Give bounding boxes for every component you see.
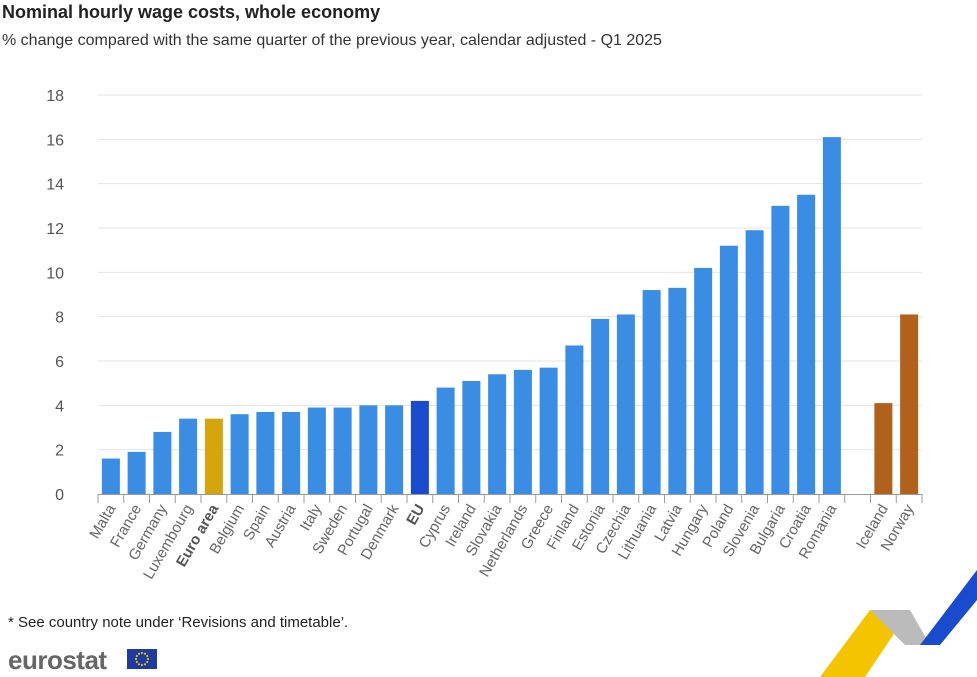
bar-lithuania: [642, 290, 661, 494]
bar-croatia: [797, 194, 816, 494]
bar-romania: [822, 137, 841, 494]
bar-norway: [900, 314, 919, 494]
y-tick-label: 14: [46, 177, 64, 194]
bar-portugal: [359, 405, 378, 494]
y-tick-label: 16: [46, 132, 64, 149]
bar-estonia: [591, 318, 610, 494]
y-tick-label: 12: [46, 221, 64, 238]
bar-luxembourg: [179, 418, 198, 494]
bar-france: [127, 451, 146, 494]
bar-latvia: [668, 287, 687, 494]
chart-subtitle: % change compared with the same quarter …: [2, 32, 662, 49]
eurostat-logo: eurostat: [8, 645, 107, 675]
bar-poland: [719, 245, 738, 494]
footnote: * See country note under ‘Revisions and …: [8, 614, 349, 631]
bar-slovenia: [745, 230, 764, 494]
y-tick-label: 8: [55, 310, 64, 327]
bar-eu: [410, 400, 429, 494]
bar-finland: [565, 345, 584, 494]
bar-iceland: [874, 403, 893, 494]
bar-sweden: [333, 407, 352, 494]
y-tick-label: 4: [55, 398, 64, 415]
bar-austria: [282, 411, 301, 494]
bar-hungary: [694, 267, 713, 494]
bar-malta: [101, 458, 120, 494]
y-tick-label: 6: [55, 354, 64, 371]
y-tick-label: 2: [55, 443, 64, 460]
bar-ireland: [462, 380, 481, 494]
bar-spain: [256, 411, 275, 494]
bar-euro-area: [204, 418, 223, 494]
y-tick-label: 0: [55, 487, 64, 504]
bar-czechia: [616, 314, 635, 494]
bar-belgium: [230, 414, 249, 494]
x-tick-label: EU: [403, 502, 428, 529]
bar-slovakia: [488, 374, 507, 494]
decorative-swoosh: [820, 570, 977, 677]
bar-italy: [307, 407, 326, 494]
bar-bulgaria: [771, 205, 790, 495]
bar-greece: [539, 367, 558, 494]
bar-netherlands: [513, 369, 532, 494]
chart-title: Nominal hourly wage costs, whole economy: [2, 2, 381, 22]
eu-flag-icon: [127, 649, 157, 669]
bar-denmark: [385, 405, 404, 494]
y-tick-label: 18: [46, 88, 64, 105]
bar-germany: [153, 431, 172, 494]
bar-cyprus: [436, 387, 455, 494]
y-tick-label: 10: [46, 265, 64, 282]
